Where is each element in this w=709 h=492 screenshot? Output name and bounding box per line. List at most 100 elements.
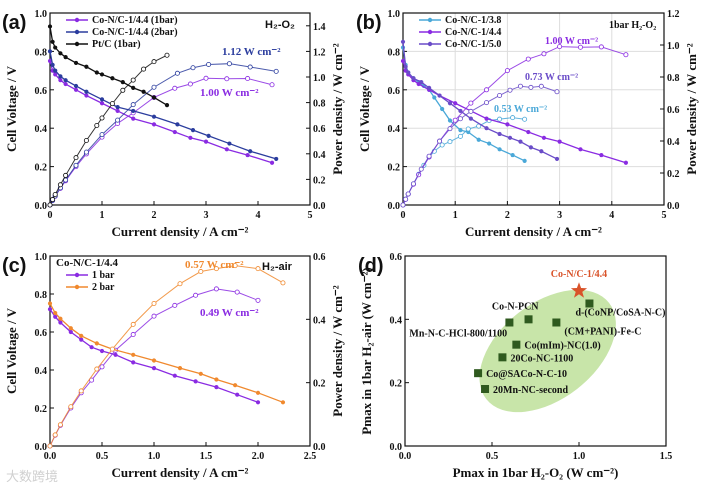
- power-point: [120, 87, 126, 93]
- point-label: 20Co-NC-1100: [510, 353, 573, 364]
- x-tick-label: 1: [453, 210, 458, 221]
- voltage-point: [214, 385, 219, 390]
- power-point: [115, 117, 121, 123]
- legend-label: Co-N/C-1/5.0: [445, 39, 501, 50]
- peak-power-annotation: 1.00 W cm⁻²: [200, 87, 259, 99]
- voltage-point: [468, 116, 473, 121]
- panel-a-plot-frame: [49, 12, 311, 206]
- power-point: [73, 155, 79, 161]
- voltage-point: [484, 126, 489, 131]
- power-point: [94, 123, 100, 129]
- x-tick-label: 1.5: [660, 451, 673, 462]
- power-point: [99, 115, 105, 121]
- power-point: [497, 116, 503, 122]
- power-point: [151, 59, 157, 65]
- power-point: [151, 300, 157, 306]
- y-tick-label: 0.6: [388, 86, 401, 97]
- y2-tick-label: 0.4: [313, 315, 326, 326]
- power-point: [484, 87, 490, 93]
- legend-marker: [74, 17, 80, 23]
- panel-a-y-axis-label: Cell Voltage / V: [4, 65, 19, 152]
- voltage-point: [151, 114, 157, 119]
- voltage-point: [541, 135, 547, 140]
- y2-tick-label: 1.2: [313, 47, 326, 58]
- power-curve: [49, 265, 284, 447]
- peak-power-annotation: 1.00 W cm⁻²: [545, 36, 598, 47]
- power-point: [457, 133, 463, 139]
- y-tick-label: 1.0: [388, 9, 401, 20]
- voltage-point: [440, 106, 445, 112]
- power-point: [504, 68, 510, 74]
- y-tick-label: 0.0: [390, 442, 403, 453]
- power-point: [418, 166, 424, 172]
- panel-c-plot-frame: [49, 255, 311, 447]
- voltage-point: [47, 307, 53, 312]
- x-tick-label: 5: [308, 210, 313, 221]
- voltage-point: [505, 122, 510, 127]
- x-tick-label: 0.5: [486, 451, 499, 462]
- voltage-point: [63, 78, 68, 83]
- peak-power-annotation: 0.53 W cm⁻²: [494, 104, 547, 115]
- point-label: 20Mn-NC-second: [493, 385, 568, 396]
- power-point: [47, 202, 53, 208]
- voltage-point: [447, 118, 453, 123]
- voltage-point: [539, 149, 544, 154]
- voltage-point: [453, 101, 458, 106]
- power-point: [538, 83, 544, 89]
- voltage-point: [131, 108, 136, 114]
- power-point: [525, 56, 531, 62]
- power-point: [255, 297, 261, 303]
- voltage-point: [120, 80, 125, 85]
- y2-tick-label: 0.0: [667, 201, 680, 212]
- voltage-point: [224, 147, 229, 152]
- power-point: [554, 89, 560, 95]
- power-point: [226, 61, 232, 67]
- voltage-point: [63, 55, 68, 60]
- power-point: [130, 321, 136, 327]
- panel-d-letter: (d): [358, 255, 384, 277]
- voltage-point: [73, 87, 79, 92]
- panel-a-y2-axis-label: Power density / W cm⁻²: [330, 43, 345, 174]
- voltage-point: [214, 377, 219, 382]
- voltage-point: [487, 141, 492, 146]
- power-point: [63, 172, 69, 178]
- power-point: [437, 138, 443, 144]
- x-tick-label: 3: [204, 210, 209, 221]
- voltage-point: [599, 152, 604, 158]
- voltage-point: [245, 152, 250, 158]
- x-tick-label: 0.0: [399, 451, 412, 462]
- x-tick-label: 4: [256, 210, 261, 221]
- voltage-point: [427, 85, 432, 90]
- legend-label: Co-N/C-1/4.4 (1bar): [92, 15, 178, 26]
- power-point: [213, 266, 219, 272]
- power-point: [510, 115, 516, 121]
- x-tick-label: 0: [48, 210, 53, 221]
- voltage-point: [58, 320, 63, 325]
- power-point: [247, 64, 253, 70]
- power-point: [151, 313, 157, 319]
- star-marker: [570, 282, 588, 298]
- panel-b-y-axis-label: Cell Voltage / V: [357, 65, 372, 152]
- voltage-point: [526, 129, 531, 135]
- y-tick-label: 0.4: [388, 124, 401, 135]
- x-tick-label: 2.0: [252, 451, 265, 462]
- power-point: [203, 75, 209, 81]
- voltage-point: [175, 122, 180, 127]
- y2-tick-label: 0.6: [313, 124, 326, 135]
- power-point: [447, 126, 453, 132]
- voltage-point: [458, 108, 463, 114]
- point-label: d-(CoNP/CoSA-N-C): [575, 308, 665, 319]
- power-point: [130, 77, 136, 83]
- peak-power-annotation: 0.49 W cm⁻²: [200, 307, 259, 319]
- power-point: [174, 70, 180, 76]
- voltage-point: [151, 122, 157, 127]
- power-point: [198, 269, 204, 275]
- power-curve: [402, 46, 627, 206]
- voltage-point: [557, 139, 562, 144]
- power-point: [99, 364, 105, 370]
- voltage-point: [522, 158, 527, 163]
- panel-b-letter: (b): [356, 12, 382, 34]
- voltage-point: [235, 392, 240, 397]
- y-tick-label: 0.4: [35, 366, 48, 377]
- voltage-point: [198, 371, 203, 376]
